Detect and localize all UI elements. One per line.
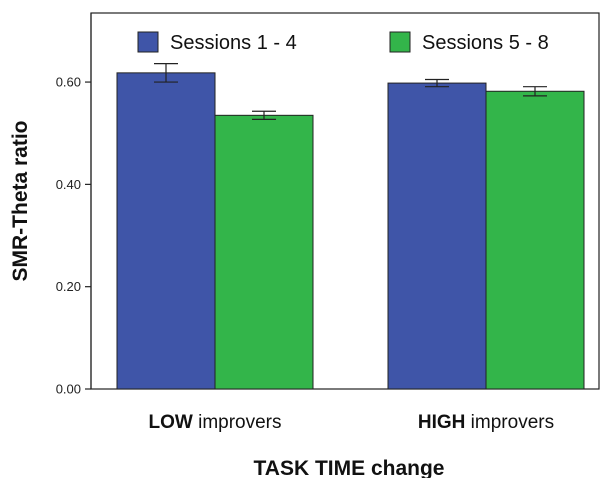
error-bars-group <box>154 63 547 121</box>
x-axis-title: TASK TIME change <box>254 457 445 478</box>
category-label: HIGH improvers <box>418 412 554 433</box>
bar <box>485 90 585 390</box>
legend: Sessions 1 - 4 Sessions 5 - 8 <box>137 31 549 54</box>
bar <box>387 82 487 390</box>
legend-swatch <box>137 31 159 53</box>
y-ticks-group: 0.00 0.20 0.40 0.60 <box>56 75 91 397</box>
y-axis-title: SMR-Theta ratio <box>9 120 32 281</box>
legend-swatch <box>389 31 411 53</box>
y-tick-label: 0.40 <box>56 177 81 192</box>
bars-group <box>116 72 585 390</box>
legend-label: Sessions 5 - 8 <box>422 32 549 54</box>
y-tick-label: 0.60 <box>56 75 81 90</box>
y-tick-label: 0.20 <box>56 279 81 294</box>
category-label: LOW improvers <box>148 412 281 433</box>
y-tick-label: 0.00 <box>56 382 81 397</box>
legend-label: Sessions 1 - 4 <box>170 32 297 54</box>
bar <box>116 72 216 390</box>
category-labels-group: LOW improvers HIGH improvers <box>148 412 554 433</box>
bar <box>214 114 314 390</box>
